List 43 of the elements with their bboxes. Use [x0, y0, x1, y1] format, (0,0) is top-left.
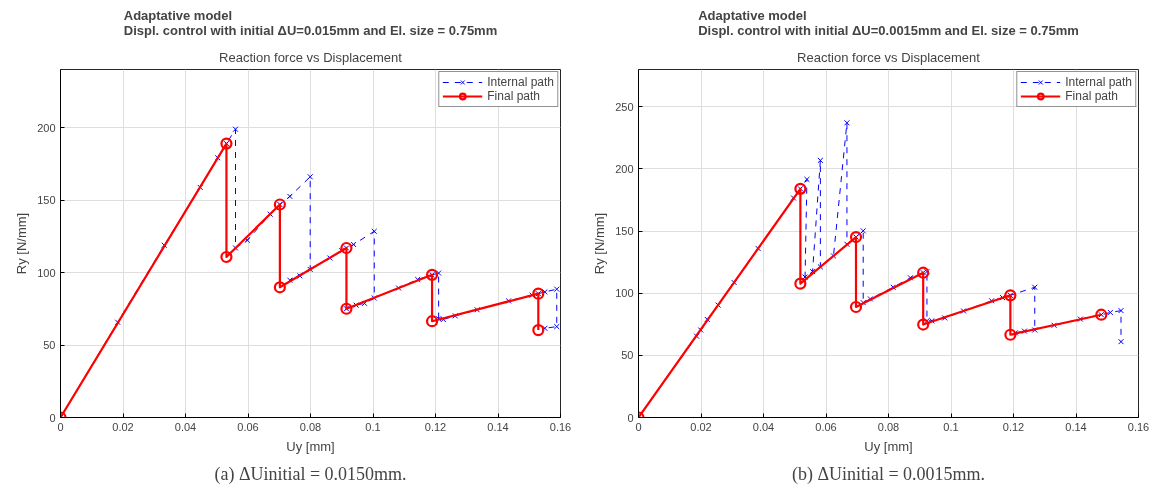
x-tick-label: 0.12 [1002, 420, 1025, 433]
x-tick-label: 0.06 [237, 420, 259, 433]
y-tick-label: 100 [37, 266, 56, 279]
y-tick-label: 200 [615, 162, 634, 175]
chart-subtitle: Reaction force vs Displacement [219, 49, 403, 65]
x-tick-label: 0.12 [424, 420, 447, 433]
y-tick-label: 50 [43, 339, 56, 351]
y-tick-label: 150 [615, 225, 634, 238]
x-tick-label: 0.06 [815, 420, 837, 433]
x-tick-label: 0.14 [1065, 420, 1087, 433]
x-axis-title: Uy [mm] [864, 438, 913, 454]
y-tick-label: 0 [49, 411, 56, 424]
x-tick-label: 0.02 [112, 420, 134, 433]
x-tick-label: 0.04 [174, 420, 197, 433]
x-tick-label: 0.08 [877, 420, 900, 433]
y-tick-label: 50 [621, 349, 634, 362]
x-tick-label: 0.04 [752, 420, 775, 433]
text: (b) ΔUinitial = 0.0015mm. [791, 463, 986, 485]
y-tick-label: 100 [615, 287, 634, 300]
chart-subtitle: Reaction force vs Displacement [797, 49, 981, 65]
x-tick-label: 0.02 [690, 420, 712, 433]
x-tick-label: 0.16 [549, 420, 572, 433]
y-axis-title: Ry [N/mm] [14, 212, 30, 275]
x-tick-label: 0 [635, 420, 642, 433]
y-axis-title: Ry [N/mm] [592, 212, 608, 275]
legend-label: Final path [487, 89, 540, 103]
chart-title: Adaptative model Displ. control with initial ΔU=0.0015mm and El. size = 0.75mm [698, 7, 1079, 38]
y-tick-label: 200 [37, 121, 56, 134]
text: (a) ΔUinitial = 0.0150mm. [214, 463, 407, 485]
x-tick-label: 0.16 [1127, 420, 1150, 433]
y-tick-label: 250 [615, 100, 634, 113]
x-tick-label: 0.14 [487, 420, 509, 433]
x-axis-title: Uy [mm] [286, 438, 335, 454]
chart-title: Adaptative model Displ. control with initial ΔU=0.015mm and El. size = 0.75mm [123, 7, 498, 38]
legend-label: Internal path [1065, 75, 1132, 89]
y-tick-label: 0 [627, 411, 634, 424]
y-tick-label: 150 [37, 194, 56, 206]
legend-label: Internal path [487, 75, 554, 89]
legend-label: Final path [1065, 89, 1118, 103]
x-tick-label: 0.1 [365, 420, 381, 433]
x-tick-label: 0.08 [299, 420, 322, 433]
x-tick-label: 0.1 [943, 420, 959, 433]
x-tick-label: 0 [57, 420, 64, 433]
